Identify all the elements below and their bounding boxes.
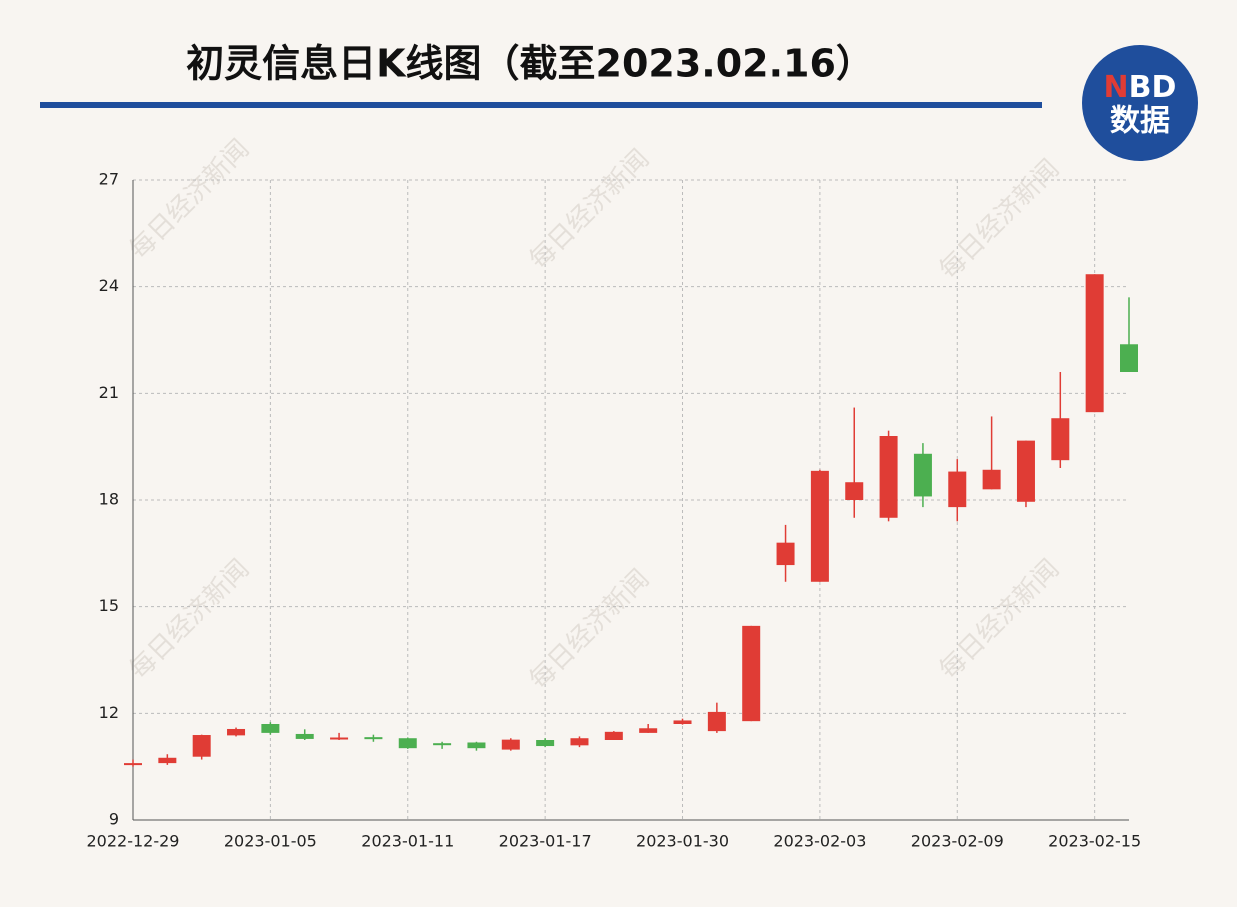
candle-body bbox=[330, 737, 349, 740]
x-tick-label: 2022-12-29 bbox=[87, 832, 180, 851]
title-rule bbox=[40, 102, 1042, 108]
logo-bd: BD bbox=[1129, 70, 1177, 105]
candle-body bbox=[1085, 274, 1104, 413]
x-tick-label: 2023-02-15 bbox=[1048, 832, 1141, 851]
candle-body bbox=[158, 757, 177, 764]
x-tick-label: 2023-01-05 bbox=[224, 832, 317, 851]
x-tick-label: 2023-01-17 bbox=[499, 832, 592, 851]
y-tick-label: 21 bbox=[99, 383, 119, 402]
candle-body bbox=[364, 737, 383, 740]
chart-title: 初灵信息日K线图（截至2023.02.16） bbox=[186, 42, 874, 86]
y-tick-label: 9 bbox=[109, 810, 119, 829]
candle-body bbox=[1016, 440, 1035, 502]
y-tick-label: 18 bbox=[99, 490, 119, 509]
candle-body bbox=[536, 740, 555, 747]
candle-body bbox=[261, 724, 280, 733]
y-tick-label: 12 bbox=[99, 703, 119, 722]
plot: 9 12 15 18 21 24 27 2022-12-29 2023-01-05 2023-01… bbox=[87, 170, 1142, 851]
candle-body bbox=[673, 720, 692, 724]
candle-body bbox=[776, 542, 795, 566]
y-tick-label: 24 bbox=[99, 276, 119, 295]
candle-body bbox=[742, 625, 761, 722]
candle-body bbox=[639, 728, 658, 733]
candle-body bbox=[1051, 418, 1070, 461]
candle-body bbox=[810, 470, 829, 582]
candle-body bbox=[295, 733, 314, 739]
candle-body bbox=[192, 735, 211, 757]
y-tick-label: 27 bbox=[99, 170, 119, 189]
x-tick-label: 2023-01-11 bbox=[361, 832, 454, 851]
logo-sub: 数据 bbox=[1110, 104, 1170, 139]
candle-body bbox=[845, 482, 864, 500]
logo-n: N bbox=[1104, 70, 1129, 105]
candle-body bbox=[879, 436, 898, 518]
candle-body bbox=[467, 742, 486, 749]
x-tick-label: 2023-02-03 bbox=[773, 832, 866, 851]
candle-body bbox=[1120, 344, 1138, 372]
candle-body bbox=[604, 731, 623, 740]
candle-body bbox=[433, 743, 452, 746]
logo-circle bbox=[1082, 45, 1198, 161]
candle-body bbox=[398, 738, 417, 749]
x-tick-label: 2023-02-09 bbox=[911, 832, 1004, 851]
candle-body bbox=[570, 738, 589, 746]
candle-body bbox=[501, 739, 520, 750]
y-tick-label: 15 bbox=[99, 596, 119, 615]
candle-body bbox=[124, 763, 142, 766]
candle-body bbox=[913, 453, 932, 497]
candle-body bbox=[982, 469, 1001, 490]
candle-body bbox=[227, 728, 246, 736]
logo-text: NBD bbox=[1104, 70, 1177, 105]
candle-body bbox=[707, 711, 726, 732]
candle-body bbox=[948, 471, 967, 508]
x-tick-label: 2023-01-30 bbox=[636, 832, 729, 851]
